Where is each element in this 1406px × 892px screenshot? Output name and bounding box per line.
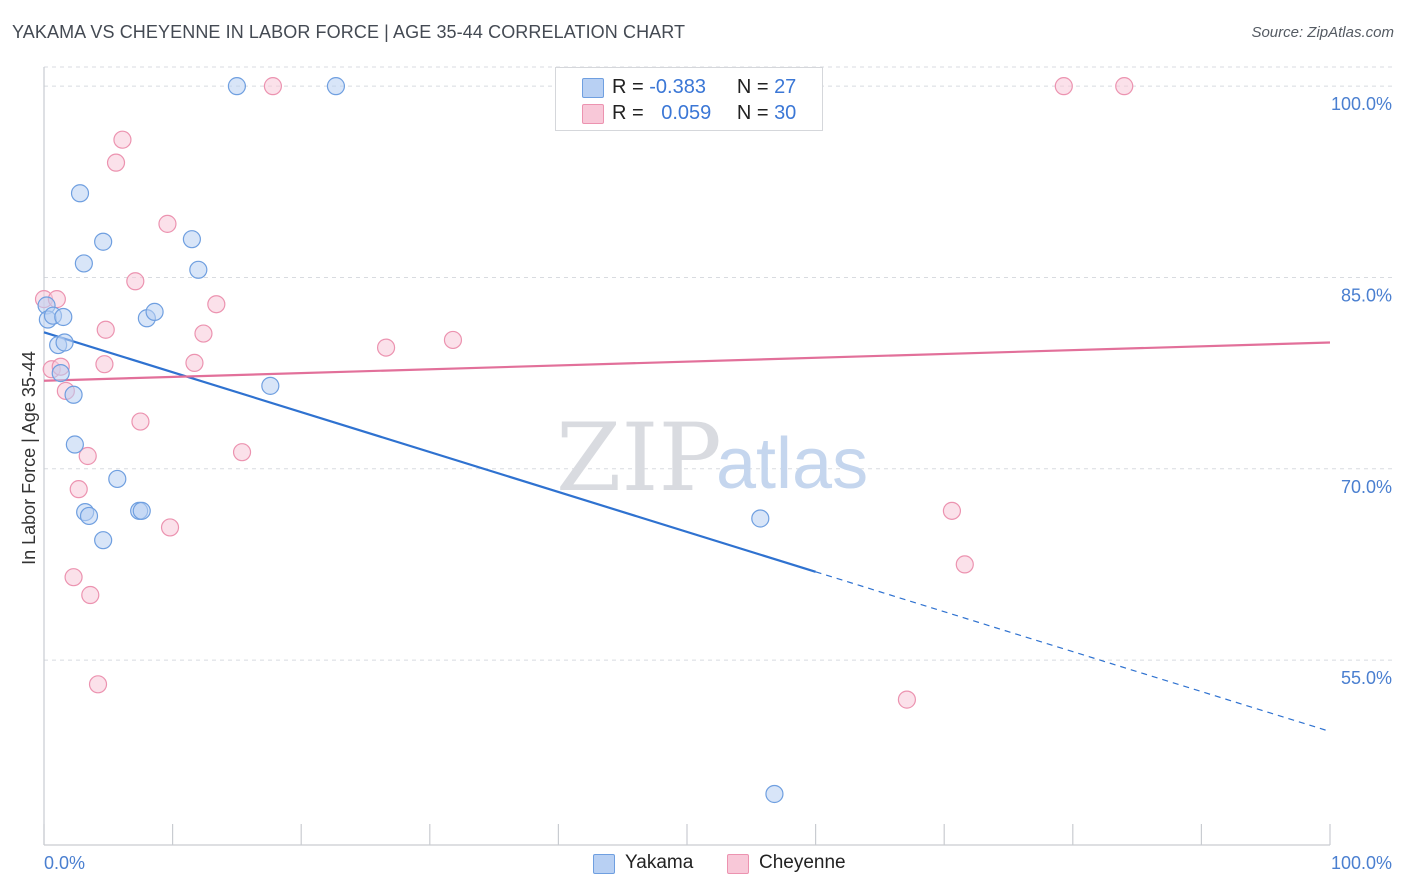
chart-title: YAKAMA VS CHEYENNE IN LABOR FORCE | AGE …	[12, 22, 686, 42]
yakama-legend-label: Yakama	[625, 852, 694, 873]
yakama-point	[51, 363, 70, 383]
y-tick-label: 85.0%	[1341, 285, 1392, 305]
trend-lines	[43, 331, 1331, 733]
yakama-point	[751, 509, 770, 528]
data-points	[34, 77, 1134, 804]
legend-n-label: N =	[736, 76, 769, 98]
cheyenne-legend-icon	[727, 854, 749, 874]
yakama-point	[64, 385, 83, 404]
tick-labels: 55.0% 70.0% 85.0% 100.0% 0.0% 100.0%	[44, 94, 1392, 873]
yakama-point	[145, 302, 164, 321]
cheyenne-point	[443, 330, 463, 350]
yakama-point	[54, 307, 73, 327]
yakama-point	[79, 506, 99, 526]
cheyenne-point	[1054, 77, 1073, 96]
legend-r-value: 0.059	[661, 102, 712, 124]
yakama-point	[65, 435, 84, 454]
cheyenne-point	[106, 153, 126, 172]
watermark-atlas: atlas	[716, 424, 868, 504]
y-tick-label: 70.0%	[1341, 477, 1392, 497]
cheyenne-legend-label: Cheyenne	[759, 852, 846, 873]
cheyenne-point	[131, 412, 150, 431]
watermark-zip: ZIP	[556, 404, 722, 513]
cheyenne-point	[185, 353, 204, 372]
cheyenne-point	[955, 555, 974, 574]
yakama-point	[132, 501, 151, 520]
cheyenne-point	[81, 585, 100, 605]
source-credit: Source: ZipAtlas.com	[1251, 24, 1394, 41]
yakama-point	[182, 230, 201, 249]
yakama-point	[94, 531, 113, 550]
x-tick-label: 100.0%	[1331, 853, 1392, 873]
cheyenne-point	[207, 295, 226, 314]
gridlines	[44, 66, 1392, 661]
yakama-point	[261, 376, 280, 395]
cheyenne-point	[69, 480, 88, 499]
y-axis-title: In Labor Force | Age 35-44	[19, 351, 39, 565]
cheyenne-point	[88, 675, 108, 694]
yakama-point	[74, 254, 93, 273]
yakama-point	[227, 77, 246, 96]
watermark: ZIP atlas	[556, 404, 868, 513]
yakama-point	[70, 184, 90, 203]
legend-r-label: R =	[612, 102, 644, 124]
axes	[43, 67, 1331, 846]
cheyenne-point	[64, 568, 83, 587]
correlation-legend: R = -0.383 N = 27 R = 0.059 N = 30	[555, 67, 823, 131]
x-tick-label: 0.0%	[44, 853, 85, 873]
legend-n-value: 30	[774, 102, 797, 124]
legend-r-label: R =	[612, 76, 644, 98]
yakama-point	[108, 469, 127, 489]
cheyenne-point	[78, 446, 97, 466]
cheyenne-point	[232, 443, 252, 462]
yakama-point	[189, 260, 208, 279]
yakama-point	[326, 77, 346, 96]
cheyenne-trend-line	[43, 341, 1331, 382]
cheyenne-point	[158, 214, 177, 233]
cheyenne-point	[96, 320, 115, 339]
legend-r-value: -0.383	[649, 76, 706, 98]
legend-n-label: N =	[736, 102, 769, 124]
y-tick-label: 100.0%	[1331, 94, 1392, 114]
yakama-point	[765, 784, 784, 804]
cheyenne-point	[1115, 77, 1134, 96]
cheyenne-point	[160, 518, 180, 537]
legend-n-value: 27	[774, 76, 797, 98]
cheyenne-point	[942, 501, 962, 520]
cheyenne-point	[113, 130, 132, 149]
yakama-trend-line	[43, 331, 816, 573]
yakama-swatch-icon	[582, 78, 604, 98]
cheyenne-point	[897, 690, 917, 709]
yakama-trend-extension	[815, 571, 1331, 733]
cheyenne-swatch-icon	[582, 104, 604, 124]
cheyenne-point	[194, 324, 213, 343]
yakama-point	[94, 232, 113, 251]
y-tick-label: 55.0%	[1341, 668, 1392, 688]
yakama-legend-icon	[593, 854, 615, 874]
cheyenne-point	[126, 272, 145, 291]
yakama-point	[55, 333, 74, 352]
cheyenne-point	[95, 355, 114, 374]
cheyenne-point	[263, 77, 283, 96]
cheyenne-point	[376, 338, 396, 357]
